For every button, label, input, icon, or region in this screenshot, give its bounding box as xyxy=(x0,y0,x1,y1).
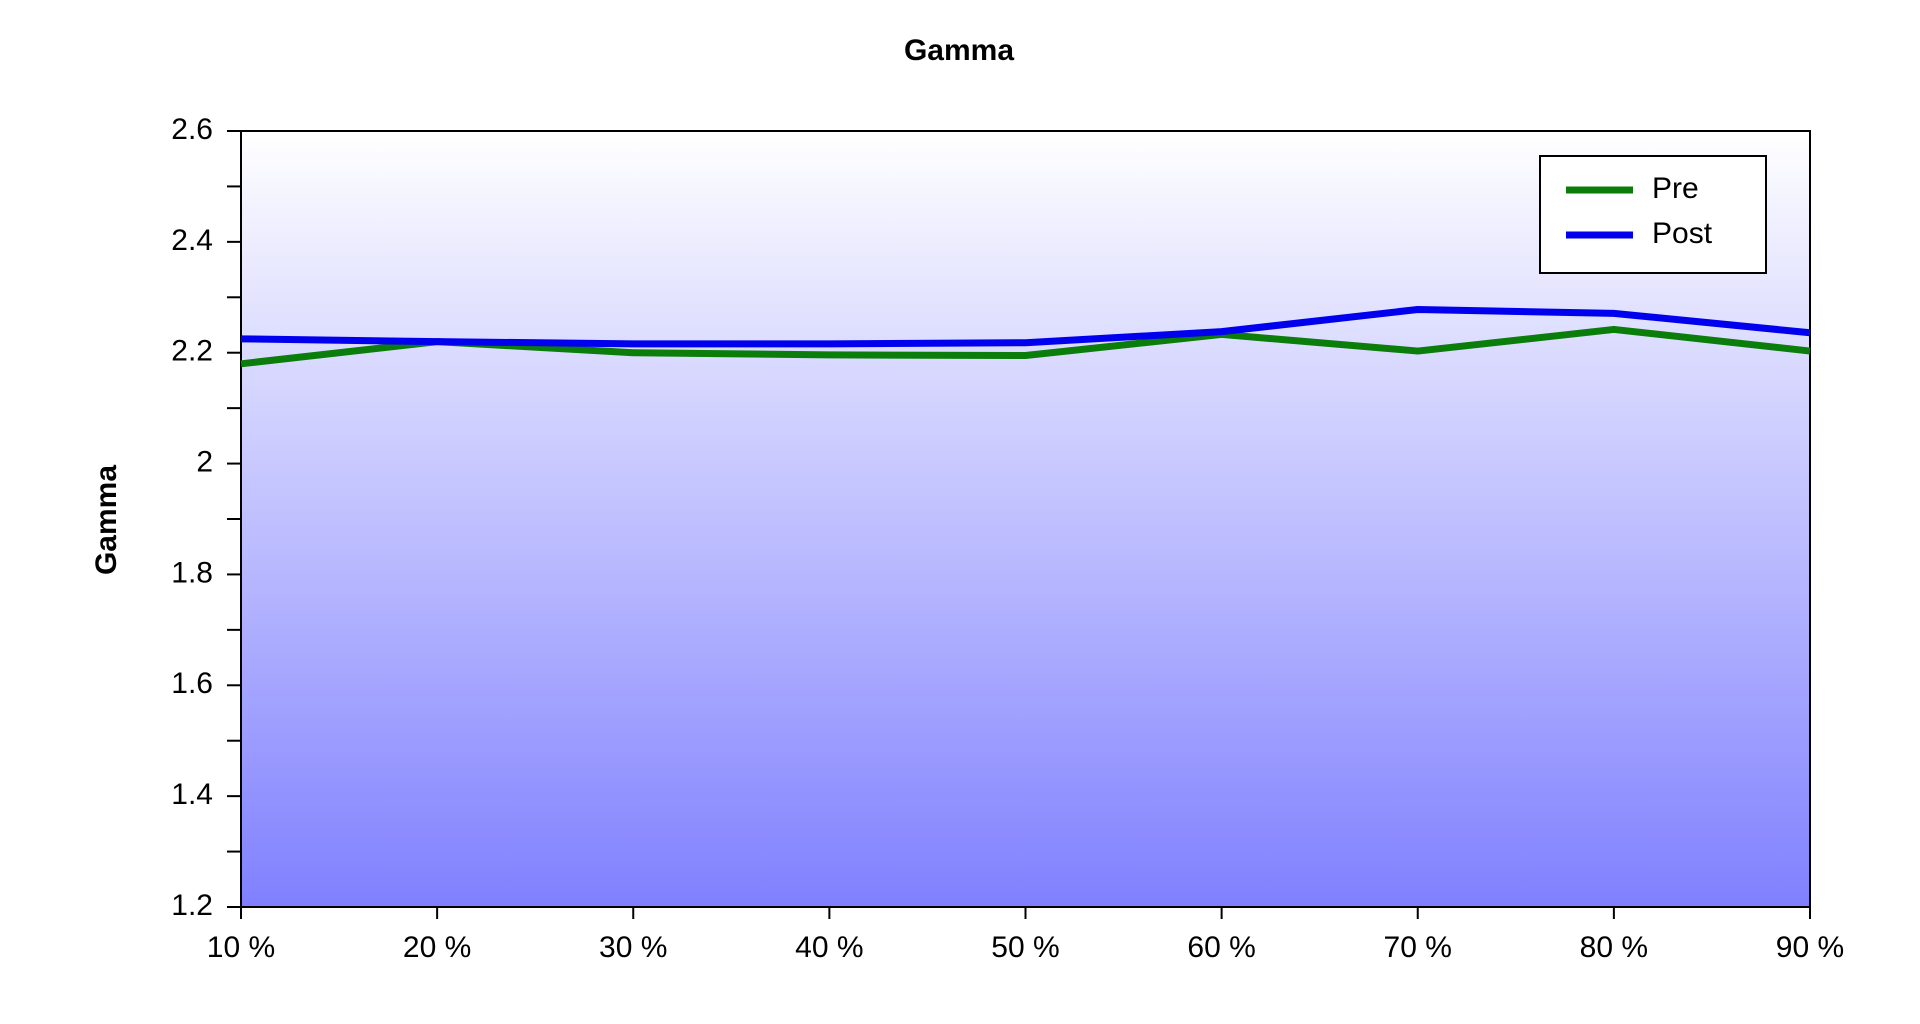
y-tick-label: 1.4 xyxy=(171,778,213,811)
y-tick-label: 1.8 xyxy=(171,556,213,589)
legend-label: Post xyxy=(1652,217,1713,250)
y-tick-label: 2.2 xyxy=(171,335,213,368)
x-tick-label: 80 % xyxy=(1580,931,1648,964)
x-tick-label: 50 % xyxy=(991,931,1059,964)
y-tick-label: 2.4 xyxy=(171,224,213,257)
y-tick-label: 1.6 xyxy=(171,667,213,700)
legend-label: Pre xyxy=(1652,172,1699,205)
y-tick-label: 2 xyxy=(196,445,213,478)
x-tick-label: 10 % xyxy=(207,931,275,964)
y-tick-label: 1.2 xyxy=(171,889,213,922)
y-axis-label: Gamma xyxy=(90,465,123,575)
x-tick-label: 90 % xyxy=(1776,931,1844,964)
x-tick-label: 30 % xyxy=(599,931,667,964)
series-line xyxy=(240,305,1811,348)
legend-box xyxy=(1539,155,1767,274)
x-tick-label: 40 % xyxy=(795,931,863,964)
chart-title: Gamma xyxy=(904,34,1014,67)
x-tick-label: 20 % xyxy=(403,931,471,964)
x-tick-label: 70 % xyxy=(1384,931,1452,964)
y-tick-label: 2.6 xyxy=(171,113,213,146)
x-tick-label: 60 % xyxy=(1187,931,1255,964)
